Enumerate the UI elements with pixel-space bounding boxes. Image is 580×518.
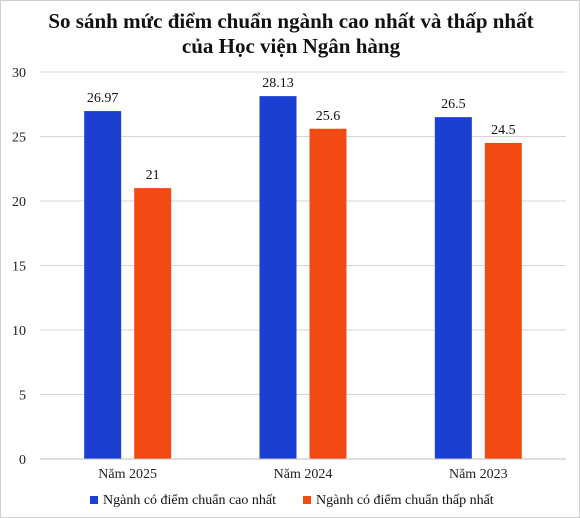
y-tick-label: 15 (12, 260, 26, 275)
chart-title-line-2: của Học viện Ngân hàng (181, 34, 401, 58)
bar (434, 117, 472, 460)
data-label: 26.97 (87, 91, 119, 106)
y-tick-label: 0 (19, 453, 26, 468)
chart-title-line-1: So sánh mức điểm chuẩn ngành cao nhất và… (48, 9, 534, 33)
bar (259, 96, 297, 460)
legend-label: Ngành có điểm chuẩn thấp nhất (316, 493, 494, 508)
data-label: 26.5 (441, 97, 466, 112)
bar (134, 188, 172, 459)
data-label: 24.5 (491, 123, 516, 138)
y-tick-label: 5 (19, 389, 26, 404)
bar (484, 142, 522, 459)
x-tick-label: Năm 2023 (449, 467, 508, 482)
y-tick-label: 30 (12, 66, 26, 81)
legend-swatch (303, 496, 311, 504)
y-tick-label: 10 (12, 324, 26, 339)
bar (309, 128, 347, 459)
legend-swatch (90, 496, 98, 504)
data-label: 28.13 (262, 76, 294, 91)
chart-title: So sánh mức điểm chuẩn ngành cao nhất và… (1, 9, 580, 59)
bar (84, 111, 122, 459)
x-tick-label: Năm 2025 (98, 467, 157, 482)
y-tick-label: 25 (12, 131, 26, 146)
data-label: 21 (146, 168, 160, 183)
legend-label: Ngành có điểm chuẩn cao nhất (103, 493, 276, 508)
y-tick-label: 20 (12, 195, 26, 210)
x-tick-label: Năm 2024 (274, 467, 333, 482)
data-label: 25.6 (316, 109, 341, 124)
